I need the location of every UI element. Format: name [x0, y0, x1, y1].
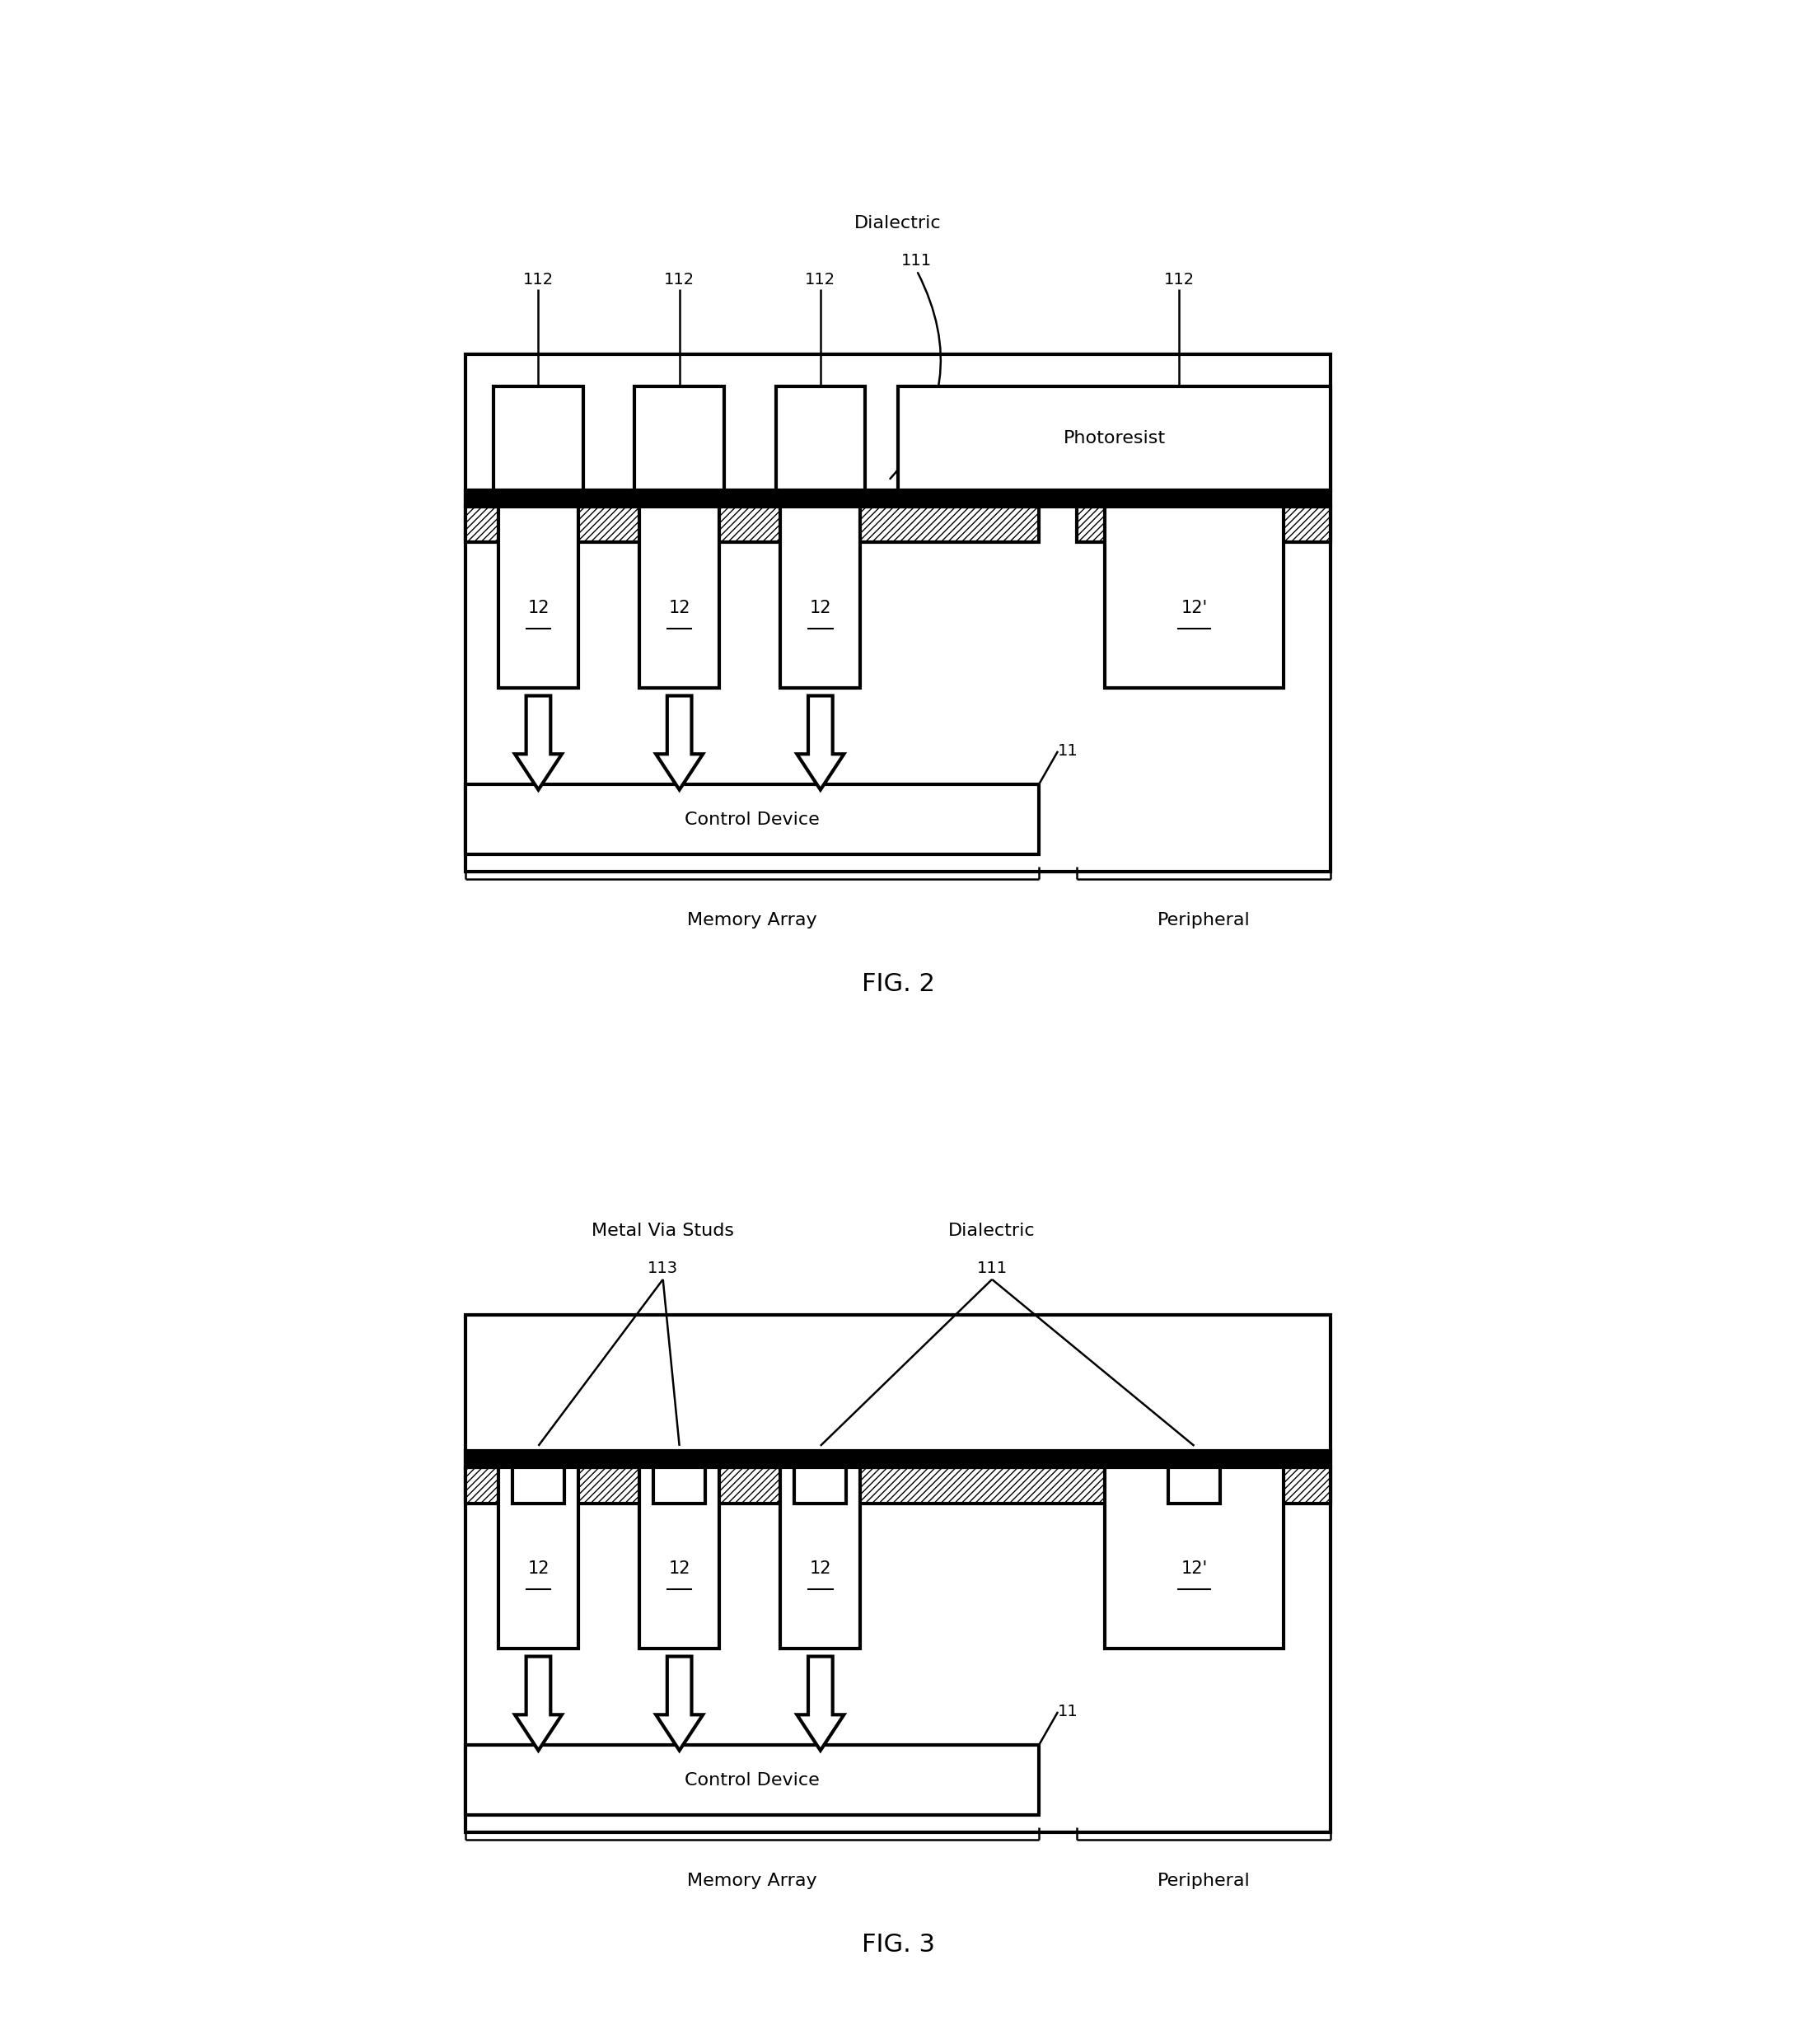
- Bar: [465, 1468, 1331, 1502]
- Text: Control Device: Control Device: [684, 811, 819, 828]
- Polygon shape: [656, 695, 702, 789]
- Bar: [1105, 1468, 1284, 1650]
- Text: 12: 12: [528, 599, 550, 617]
- Text: Metal Via Studs: Metal Via Studs: [591, 1222, 735, 1239]
- Polygon shape: [656, 1656, 702, 1750]
- Text: 111: 111: [977, 1261, 1008, 1278]
- Text: Dialectric: Dialectric: [948, 1222, 1036, 1239]
- Bar: [639, 507, 720, 689]
- Bar: [794, 1468, 846, 1502]
- Text: Memory Array: Memory Array: [688, 912, 817, 928]
- Polygon shape: [515, 695, 562, 789]
- Text: 12: 12: [668, 1560, 690, 1578]
- Bar: [898, 386, 1331, 491]
- Text: Peripheral: Peripheral: [1157, 912, 1250, 928]
- Bar: [465, 1314, 1331, 1831]
- Polygon shape: [797, 695, 844, 789]
- Text: 113: 113: [648, 1261, 679, 1278]
- Bar: [465, 491, 1331, 507]
- Bar: [1169, 1468, 1219, 1502]
- Bar: [654, 1468, 706, 1502]
- Bar: [781, 507, 860, 689]
- Bar: [1105, 507, 1284, 689]
- Bar: [465, 1746, 1040, 1815]
- Text: 112: 112: [523, 272, 553, 288]
- Bar: [781, 1468, 860, 1650]
- Text: 12: 12: [668, 599, 690, 617]
- Text: Control Device: Control Device: [684, 1772, 819, 1788]
- Text: 12: 12: [810, 1560, 832, 1578]
- Bar: [465, 785, 1040, 854]
- Text: Memory Array: Memory Array: [688, 1872, 817, 1889]
- Text: 111: 111: [902, 253, 932, 270]
- Bar: [465, 507, 1040, 542]
- Bar: [499, 1468, 578, 1650]
- Bar: [634, 386, 724, 491]
- Text: 11: 11: [1058, 744, 1078, 758]
- Bar: [499, 507, 578, 689]
- Text: Dialectric: Dialectric: [855, 215, 941, 231]
- Bar: [1076, 507, 1331, 542]
- Polygon shape: [515, 1656, 562, 1750]
- Text: 12': 12': [1182, 599, 1207, 617]
- Text: 12: 12: [810, 599, 832, 617]
- Polygon shape: [797, 1656, 844, 1750]
- Text: 112: 112: [1164, 272, 1194, 288]
- Text: 112: 112: [665, 272, 695, 288]
- Bar: [776, 386, 866, 491]
- Bar: [465, 354, 1331, 871]
- Text: 11: 11: [1058, 1705, 1078, 1719]
- Text: 12': 12': [1182, 1560, 1207, 1578]
- Bar: [494, 386, 584, 491]
- Text: 112: 112: [805, 272, 835, 288]
- Text: Photoresist: Photoresist: [1063, 429, 1166, 446]
- Bar: [639, 1468, 720, 1650]
- Text: FIG. 2: FIG. 2: [862, 973, 934, 995]
- Text: 12: 12: [528, 1560, 550, 1578]
- Bar: [465, 1451, 1331, 1468]
- Text: FIG. 3: FIG. 3: [862, 1934, 934, 1956]
- Bar: [512, 1468, 564, 1502]
- Text: Peripheral: Peripheral: [1157, 1872, 1250, 1889]
